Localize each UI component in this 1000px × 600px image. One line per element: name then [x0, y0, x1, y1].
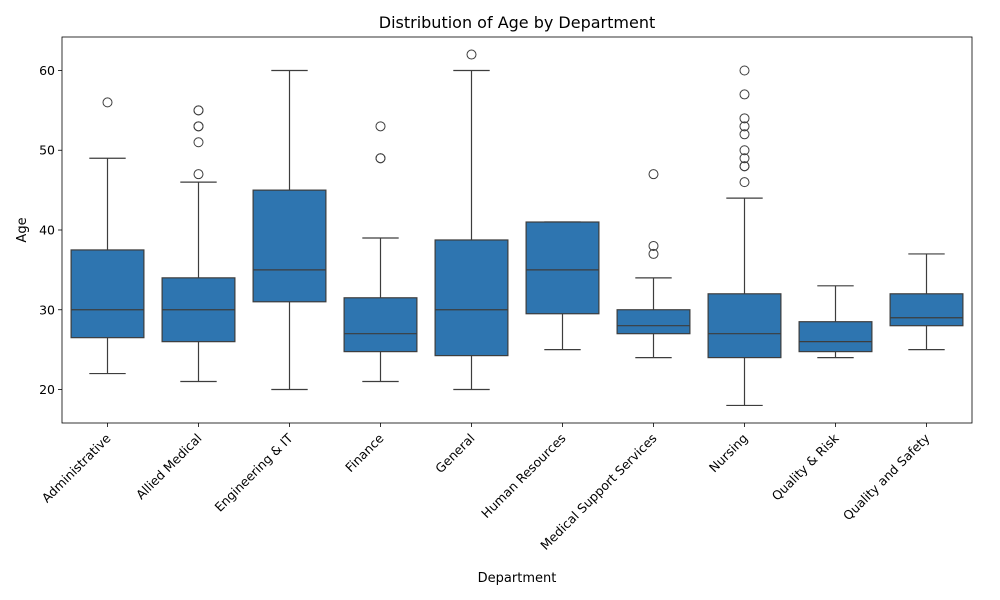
outlier-point [739, 153, 750, 164]
iqr-box [616, 309, 691, 335]
y-axis-label: Age [15, 217, 30, 242]
box-group [343, 121, 418, 383]
outlier-point [739, 145, 750, 156]
iqr-box [798, 321, 873, 353]
outlier-point [648, 240, 659, 251]
y-axis: 20 30 40 50 60 [39, 63, 62, 397]
x-tick-label: Nursing [706, 431, 751, 476]
outlier-point [375, 153, 386, 164]
outlier-point [739, 113, 750, 124]
box-group [616, 169, 691, 359]
outlier-point [193, 105, 204, 116]
iqr-box [252, 189, 327, 303]
outlier-point [193, 169, 204, 180]
box-group [889, 253, 964, 351]
outlier-point [739, 161, 750, 172]
x-tick-label: Quality & Risk [769, 430, 843, 504]
x-axis-label: Department [478, 571, 557, 586]
outlier-point [739, 121, 750, 132]
box-group [525, 221, 600, 351]
y-tick-label: 40 [39, 223, 55, 238]
box-group [798, 285, 873, 359]
box-group [161, 105, 236, 383]
x-axis: Administrative Allied Medical Engineering … [39, 423, 933, 553]
outlier-point [739, 65, 750, 76]
x-tick-label: Engineering & IT [211, 430, 295, 514]
outlier-point [193, 121, 204, 132]
box-series [70, 49, 964, 407]
y-tick-label: 50 [39, 143, 55, 158]
x-tick-label: General [432, 431, 477, 476]
iqr-box [707, 293, 782, 359]
x-tick-label: Quality and Safety [840, 430, 933, 523]
outlier-point [375, 121, 386, 132]
y-tick-label: 30 [39, 302, 55, 317]
iqr-box [70, 249, 145, 339]
box-group [70, 97, 145, 375]
x-tick-label: Finance [342, 430, 387, 475]
iqr-box [434, 239, 509, 357]
outlier-point [102, 97, 113, 108]
y-tick-label: 20 [39, 382, 55, 397]
iqr-box [525, 221, 600, 315]
iqr-box [889, 293, 964, 327]
outlier-point [648, 248, 659, 259]
outlier-point [739, 89, 750, 100]
outlier-point [466, 49, 477, 60]
box-group [707, 65, 782, 407]
y-tick-label: 60 [39, 63, 55, 78]
x-tick-label: Human Resources [478, 431, 568, 521]
outlier-point [739, 177, 750, 188]
iqr-box [343, 297, 418, 353]
outlier-point [193, 137, 204, 148]
box-group [434, 49, 509, 391]
chart-title: Distribution of Age by Department [379, 13, 656, 32]
outlier-point [648, 169, 659, 180]
outlier-point [739, 129, 750, 140]
x-tick-label: Allied Medical [133, 431, 205, 503]
box-group [252, 69, 327, 391]
x-tick-label: Administrative [39, 430, 114, 505]
